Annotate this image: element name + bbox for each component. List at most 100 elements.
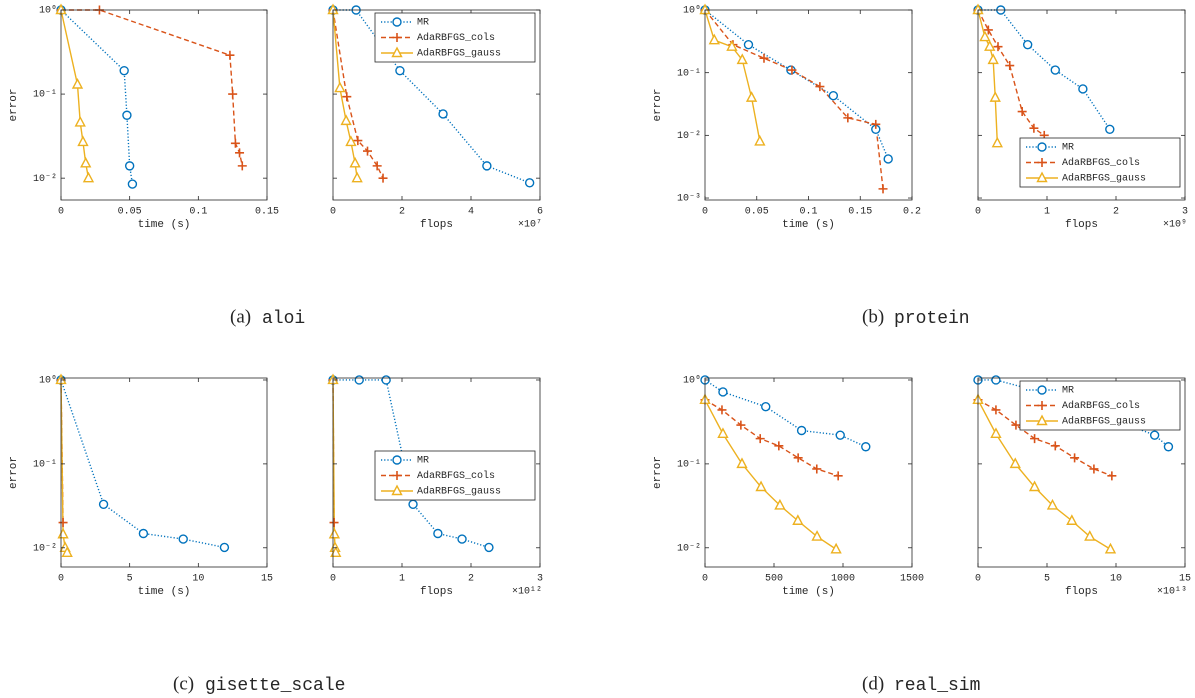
marker	[345, 135, 357, 147]
x-tick-label: 0.05	[745, 207, 769, 218]
axes: 0 5 10 15 flops ×10¹³ MR AdaRBFGS_cols AdaRBFGS_…	[972, 375, 1191, 598]
marker	[991, 375, 1001, 385]
x-tick-label: 4	[468, 207, 474, 218]
legend-marker	[1036, 414, 1048, 426]
marker	[754, 134, 766, 146]
x-tick-label: 6	[537, 207, 543, 218]
marker	[761, 402, 771, 412]
marker	[438, 109, 448, 119]
y-axis-label: error	[652, 88, 664, 121]
marker	[1107, 471, 1117, 481]
marker	[127, 179, 138, 189]
marker	[219, 542, 230, 553]
marker	[979, 30, 991, 42]
series-line	[977, 9, 999, 144]
marker	[1011, 420, 1021, 430]
marker	[1046, 498, 1059, 510]
marker	[235, 148, 245, 158]
marker	[726, 40, 738, 51]
x-tick-label: 10	[192, 574, 204, 585]
x-tick-label: 1	[1044, 207, 1050, 218]
y-tick-label: 10⁻²	[677, 131, 701, 142]
y-tick-label: 10⁻³	[677, 194, 701, 205]
marker	[57, 527, 69, 539]
marker	[811, 530, 823, 541]
legend-marker	[392, 471, 402, 480]
x-multiplier: ×10⁷	[518, 220, 542, 231]
series-line	[977, 399, 1111, 550]
caption-label: (a)	[230, 306, 251, 327]
x-multiplier: ×10¹²	[512, 587, 542, 598]
axes: 0 2 4 6 flops ×10⁷ MR AdaRBFGS_cols AdaRBFGS_gau…	[327, 3, 543, 231]
x-tick-label: 0	[58, 574, 64, 585]
marker	[736, 53, 748, 65]
series-line	[704, 9, 884, 189]
x-tick-label: 0.1	[799, 207, 817, 218]
marker	[330, 546, 342, 558]
marker	[774, 498, 786, 510]
marker	[395, 65, 405, 76]
marker	[230, 138, 240, 148]
marker	[119, 65, 129, 76]
marker	[743, 39, 754, 50]
legend-label: MR	[1062, 143, 1074, 154]
x-tick-label: 2	[468, 574, 474, 585]
x-tick-label: 0	[975, 207, 981, 218]
legend-label: AdaRBFGS_cols	[1062, 400, 1140, 412]
series-line	[332, 9, 384, 179]
caption-a: (a) aloi	[230, 306, 305, 328]
caption-d: (d) real_sim	[862, 673, 980, 695]
marker	[989, 91, 1001, 102]
marker	[796, 425, 807, 436]
legend-marker	[1037, 401, 1047, 410]
marker	[71, 78, 84, 89]
marker	[1084, 530, 1096, 541]
marker	[1009, 457, 1021, 469]
legend-label: MR	[1062, 386, 1074, 397]
legend-marker	[391, 484, 403, 496]
marker	[82, 171, 95, 183]
x-tick-label: 0	[702, 207, 708, 218]
marker	[77, 135, 89, 147]
y-tick-label: 10⁻¹	[677, 460, 701, 471]
marker	[1066, 514, 1078, 525]
marker	[993, 42, 1003, 52]
x-multiplier: ×10¹³	[1157, 587, 1187, 598]
x-tick-label: 500	[765, 574, 783, 585]
caption-name: real_sim	[894, 676, 980, 696]
marker	[833, 471, 843, 481]
x-tick-label: 2	[1113, 207, 1119, 218]
marker	[524, 178, 535, 188]
axes-frame	[704, 377, 913, 568]
legend: MR AdaRBFGS_cols AdaRBFGS_gauss	[1019, 137, 1181, 188]
marker	[755, 480, 767, 492]
marker	[408, 499, 418, 509]
legend-marker	[391, 46, 403, 58]
x-axis-label: flops	[420, 219, 453, 231]
marker	[759, 53, 769, 63]
marker	[861, 442, 871, 452]
y-axis-label: error	[652, 456, 664, 489]
x-tick-label: 0	[330, 574, 336, 585]
legend-marker	[1037, 158, 1047, 167]
marker	[1029, 123, 1039, 133]
marker	[351, 171, 363, 183]
x-tick-label: 15	[261, 574, 273, 585]
marker	[484, 542, 494, 553]
x-tick-label: 1	[399, 574, 405, 585]
marker	[98, 499, 109, 509]
series-line	[61, 9, 243, 167]
marker	[745, 91, 758, 102]
x-axis-label: flops	[1065, 586, 1098, 598]
marker	[122, 110, 132, 120]
marker	[815, 82, 825, 92]
x-axis-label: flops	[1065, 219, 1098, 231]
marker	[1028, 480, 1041, 492]
caption-name: gisette_scale	[205, 676, 345, 696]
marker	[228, 89, 238, 99]
marker	[736, 457, 748, 469]
legend-marker	[1037, 142, 1047, 152]
legend: MR AdaRBFGS_cols AdaRBFGS_gauss	[374, 450, 536, 501]
marker	[1105, 124, 1115, 134]
axes: 10⁰ 10⁻¹ 10⁻² 10⁻³0 0.05 0.1 0.15 0.2 time (s) er…	[652, 3, 921, 231]
